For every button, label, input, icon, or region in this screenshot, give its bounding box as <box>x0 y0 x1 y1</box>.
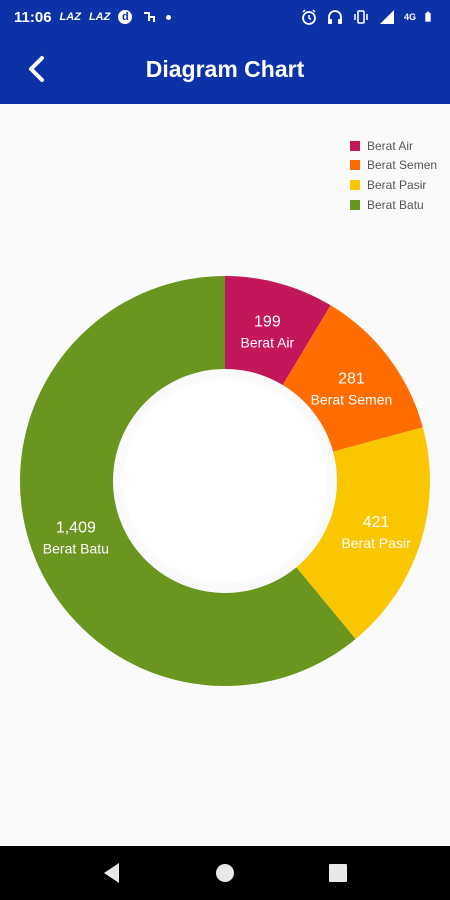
status-app-icon <box>144 12 156 22</box>
page-title: Diagram Chart <box>145 55 305 82</box>
status-time: 11:06 <box>14 8 52 26</box>
back-button[interactable] <box>16 48 58 90</box>
legend-item-air: Berat Air <box>350 136 437 156</box>
vibrate-icon <box>354 10 368 24</box>
network-label: 4G <box>403 12 416 22</box>
slice-label-air: Berat Air <box>241 334 295 350</box>
legend-label-batu: Berat Batu <box>367 197 424 212</box>
chevron-left-icon <box>29 56 44 82</box>
status-left: 11:06 LAZ LAZ d <box>14 8 172 26</box>
recents-square-icon[interactable] <box>325 860 351 886</box>
slice-value-pasir: 421 <box>363 514 390 531</box>
slice-value-air: 199 <box>254 313 281 330</box>
donut-slice-semen[interactable] <box>282 305 423 452</box>
slice-value-semen: 281 <box>338 370 365 387</box>
donut-chart: 199 Berat Air 281 Berat Semen 421 Berat Pasir… <box>19 276 430 686</box>
slice-label-batu: Berat Batu <box>43 541 109 557</box>
legend-label-pasir: Berat Pasir <box>367 177 427 192</box>
legend-label-semen: Berat Semen <box>367 158 438 173</box>
headphones-icon <box>327 10 342 24</box>
slice-label-semen: Berat Semen <box>311 391 393 407</box>
legend-swatch-batu <box>350 199 360 210</box>
legend-item-pasir: Berat Pasir <box>350 175 437 195</box>
slice-value-batu: 1,409 <box>56 520 96 537</box>
legend-swatch-pasir <box>350 179 360 190</box>
status-right: 4G <box>300 8 436 26</box>
donut-slice-batu[interactable] <box>19 276 356 686</box>
signal-icon <box>379 10 394 24</box>
donut-hole <box>124 380 326 582</box>
status-indicator-laz-2: LAZ <box>88 11 111 23</box>
donut-slice-air[interactable] <box>225 276 331 386</box>
app-bar: Diagram Chart <box>0 34 450 104</box>
slice-label-pasir: Berat Pasir <box>341 535 411 551</box>
back-triangle-icon[interactable] <box>99 860 125 886</box>
navigation-bar <box>0 846 450 900</box>
chart-legend: Berat Air Berat Semen Berat Pasir Berat … <box>350 136 437 214</box>
donut-slice-pasir[interactable] <box>296 427 430 639</box>
legend-item-batu: Berat Batu <box>350 195 437 215</box>
legend-swatch-air <box>350 140 360 151</box>
legend-label-air: Berat Air <box>367 138 414 153</box>
battery-icon <box>425 11 431 22</box>
status-indicator-laz-1: LAZ <box>59 11 81 23</box>
home-circle-icon[interactable] <box>212 860 238 886</box>
status-bar: 11:06 LAZ LAZ d 4G <box>0 0 450 34</box>
alarm-icon <box>302 9 316 25</box>
status-d-icon: d <box>118 10 133 24</box>
legend-swatch-semen <box>350 160 360 171</box>
legend-item-semen: Berat Semen <box>350 156 437 176</box>
status-notification-dot <box>166 14 172 20</box>
